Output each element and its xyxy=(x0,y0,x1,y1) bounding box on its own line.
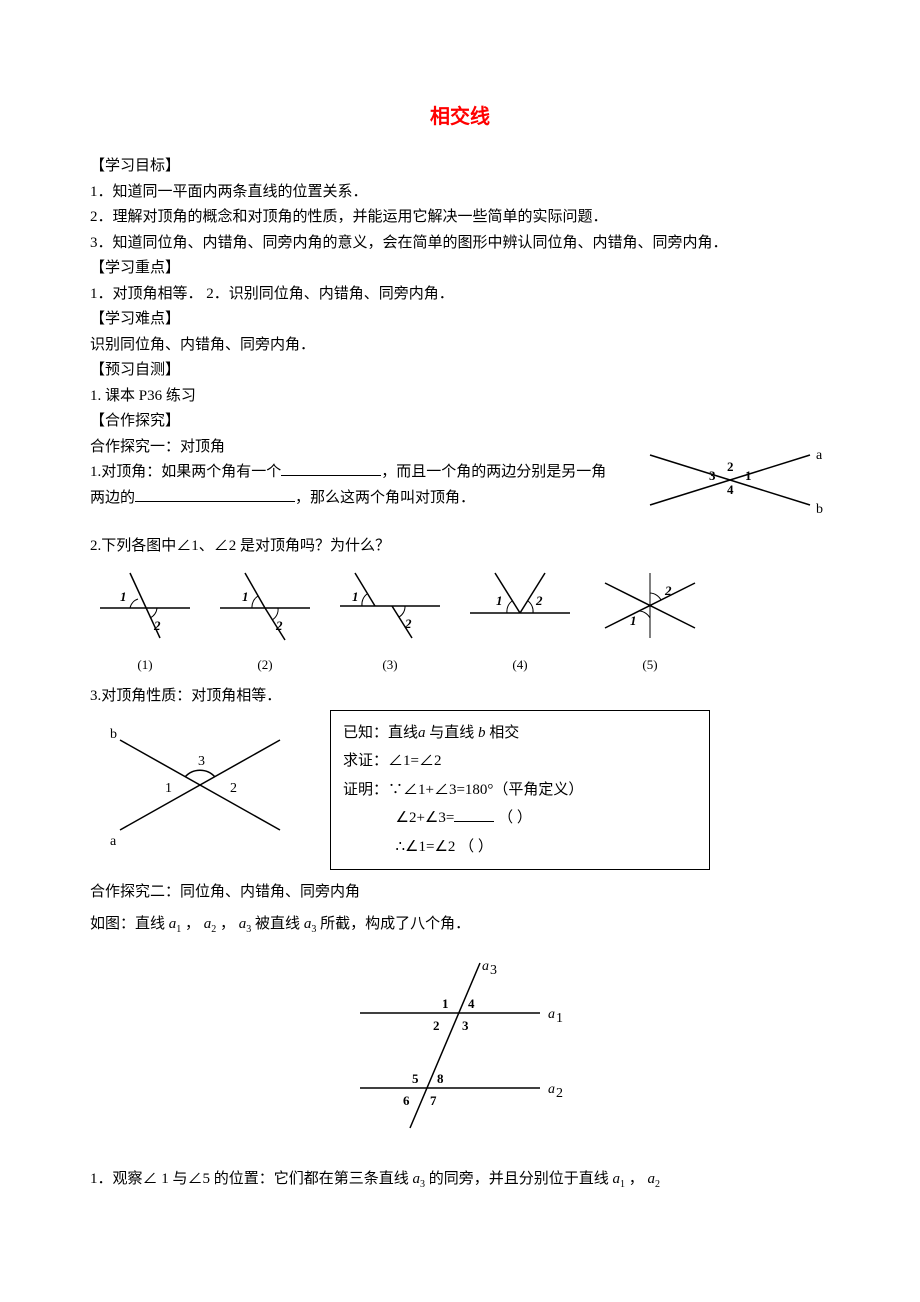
blank-1 xyxy=(281,460,381,476)
svg-text:1: 1 xyxy=(352,589,359,604)
svg-text:3: 3 xyxy=(198,754,205,769)
coop2-line: 如图：直线 a1 ， a2 ， a3 被直线 a3 所截，构成了八个角． xyxy=(90,912,830,938)
label-2: 2 xyxy=(727,459,734,474)
coop1-q2: 2.下列各图中∠1、∠2 是对顶角吗？为什么？ xyxy=(90,534,830,560)
preview-head: 【预习自测】 xyxy=(90,358,830,384)
svg-text:1: 1 xyxy=(442,996,449,1011)
goal-3: 3．知道同位角、内错角、同旁内角的意义，会在简单的图形中辨认同位角、内错角、同旁… xyxy=(90,231,830,257)
observation-1: 1．观察∠ 1 与∠5 的位置：它们都在第三条直线 a3 的同旁，并且分别位于直… xyxy=(90,1167,830,1193)
blank-2 xyxy=(135,486,295,502)
focus-1: 1．对顶角相等． 2．识别同位角、内错角、同旁内角． xyxy=(90,282,830,308)
svg-text:1: 1 xyxy=(496,593,503,608)
fig-2: 1 2 xyxy=(210,568,320,643)
fig-2-label: (2) xyxy=(210,654,320,676)
svg-text:8: 8 xyxy=(437,1071,444,1086)
svg-text:a: a xyxy=(548,1007,555,1022)
svg-text:a: a xyxy=(482,959,489,974)
x-diagram: a b 1 2 3 4 xyxy=(630,435,830,535)
coop2-title: 合作探究二：同位角、内错角、同旁内角 xyxy=(90,880,830,906)
svg-text:2: 2 xyxy=(664,583,672,598)
svg-text:b: b xyxy=(110,727,117,742)
coop-head: 【合作探究】 xyxy=(90,409,830,435)
diff-1: 识别同位角、内错角、同旁内角． xyxy=(90,333,830,359)
svg-text:2: 2 xyxy=(556,1086,563,1101)
diff-head: 【学习难点】 xyxy=(90,307,830,333)
svg-text:6: 6 xyxy=(403,1093,410,1108)
svg-text:2: 2 xyxy=(153,618,161,633)
svg-text:1: 1 xyxy=(165,781,172,796)
fig-4-label: (4) xyxy=(460,654,580,676)
fig-1: 1 2 xyxy=(90,568,200,643)
goal-1: 1．知道同一平面内两条直线的位置关系． xyxy=(90,180,830,206)
small-fig-row: 1 2 (1) 1 2 (2) 1 2 (3) xyxy=(90,568,830,677)
fig-4: 1 2 xyxy=(460,568,580,643)
proof-box: 已知：直线a 与直线 b 相交 求证：∠1=∠2 证明：∵∠1+∠3=180°（… xyxy=(330,710,710,871)
fig-1-label: (1) xyxy=(90,654,200,676)
label-1: 1 xyxy=(745,468,752,483)
label-b: b xyxy=(816,502,823,517)
svg-text:5: 5 xyxy=(412,1071,419,1086)
label-3: 3 xyxy=(709,468,716,483)
label-a: a xyxy=(816,448,823,463)
preview-1: 1. 课本 P36 练习 xyxy=(90,384,830,410)
label-4: 4 xyxy=(727,482,734,497)
svg-text:1: 1 xyxy=(242,589,249,604)
blank-3 xyxy=(454,806,494,822)
page-title: 相交线 xyxy=(90,100,830,134)
svg-text:2: 2 xyxy=(535,593,543,608)
fig-3-label: (3) xyxy=(330,654,450,676)
svg-text:a: a xyxy=(548,1082,555,1097)
svg-text:3: 3 xyxy=(462,1018,469,1033)
focus-head: 【学习重点】 xyxy=(90,256,830,282)
goal-2: 2．理解对顶角的概念和对顶角的性质，并能运用它解决一些简单的实际问题． xyxy=(90,205,830,231)
svg-text:1: 1 xyxy=(630,613,637,628)
svg-text:2: 2 xyxy=(404,616,412,631)
blue-x-diagram: b a 3 1 2 xyxy=(90,710,310,870)
svg-text:a: a xyxy=(110,834,117,849)
goals-head: 【学习目标】 xyxy=(90,154,830,180)
svg-text:2: 2 xyxy=(433,1018,440,1033)
svg-text:2: 2 xyxy=(275,618,283,633)
svg-text:4: 4 xyxy=(468,996,475,1011)
svg-text:3: 3 xyxy=(490,963,497,978)
svg-text:2: 2 xyxy=(230,781,237,796)
fig-5-label: (5) xyxy=(590,654,710,676)
fig-5: 2 1 xyxy=(590,568,710,643)
coop1-q3: 3.对顶角性质：对顶角相等． xyxy=(90,684,830,710)
fig-3: 1 2 xyxy=(330,568,450,643)
svg-text:7: 7 xyxy=(430,1093,437,1108)
svg-text:1: 1 xyxy=(120,589,127,604)
eight-angle-diagram: a1 a2 a3 1 4 2 3 5 8 6 7 xyxy=(90,958,830,1148)
svg-text:1: 1 xyxy=(556,1011,563,1026)
